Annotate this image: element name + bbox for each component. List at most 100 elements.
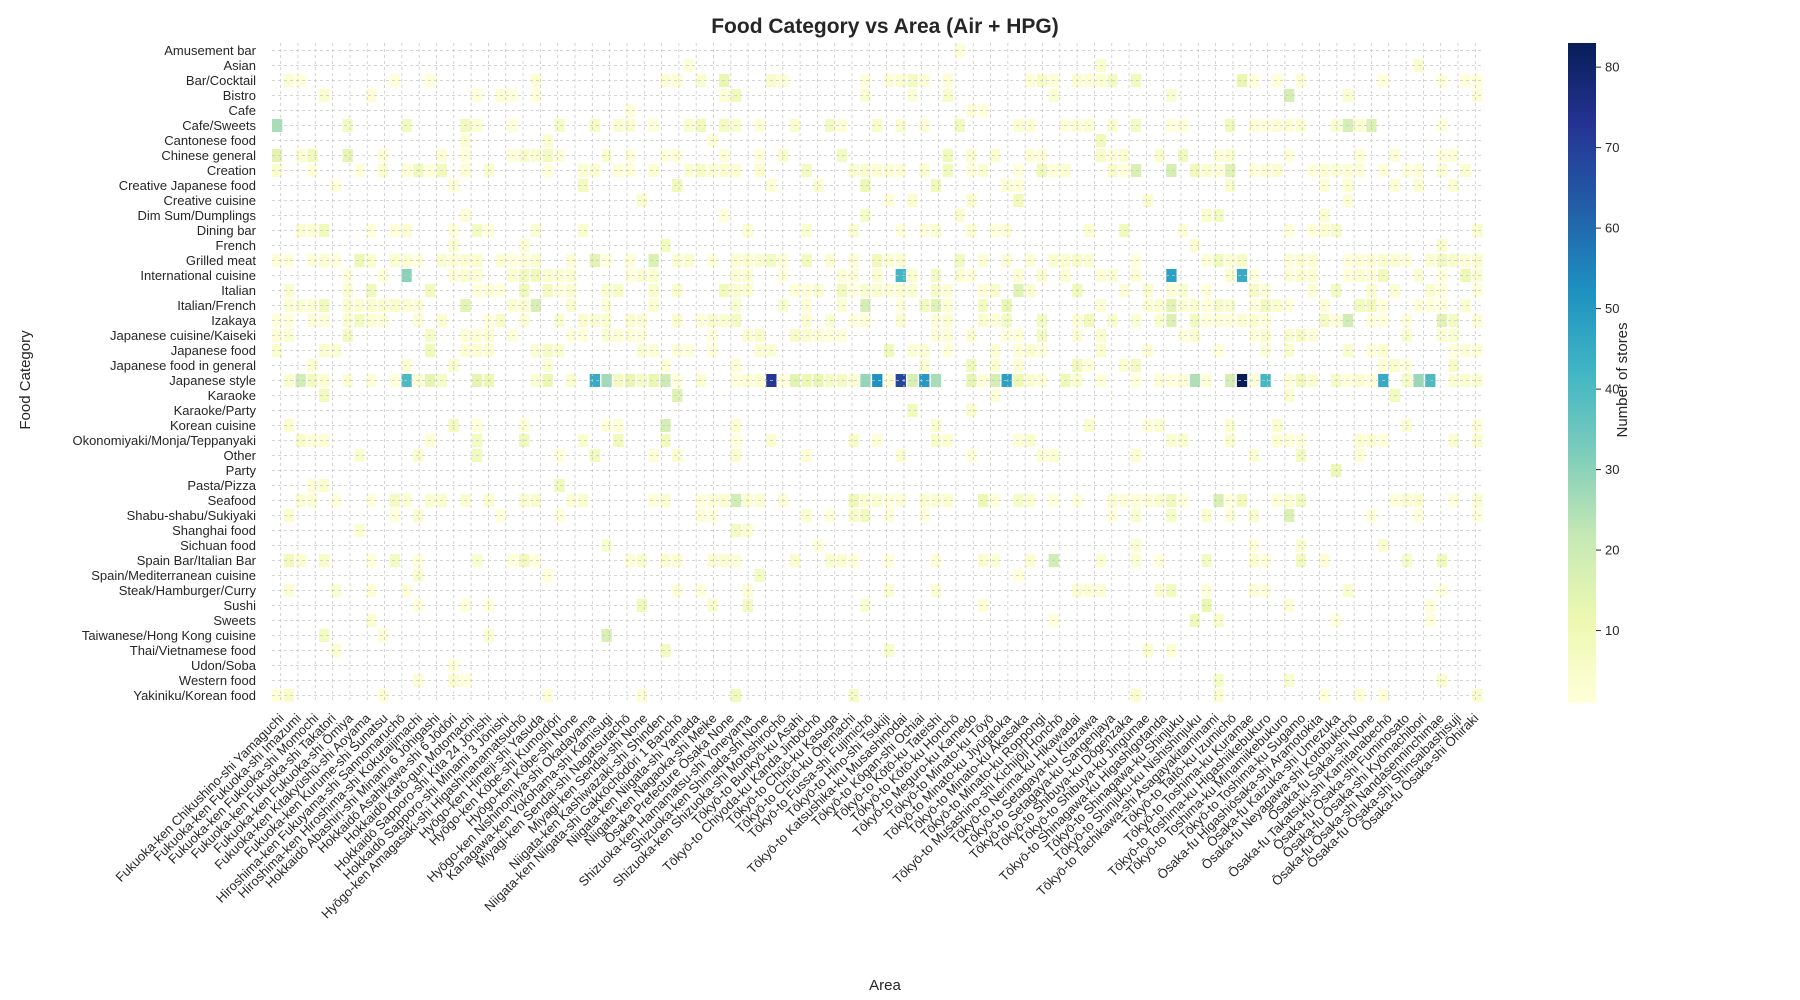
heatmap-cell xyxy=(1260,314,1271,327)
heatmap-cell xyxy=(295,434,306,447)
heatmap-cell xyxy=(601,329,612,342)
heatmap-cell xyxy=(1166,644,1177,657)
heatmap-cell xyxy=(1460,374,1471,387)
heatmap-cell xyxy=(930,224,942,237)
heatmap-cell xyxy=(1178,374,1189,387)
heatmap-cell xyxy=(1166,269,1177,282)
heatmap-cell xyxy=(860,314,871,327)
heatmap-cell xyxy=(836,149,848,162)
heatmap-cell xyxy=(1272,494,1283,507)
heatmap-cell xyxy=(366,254,377,267)
heatmap-cell xyxy=(377,689,389,702)
y-tick-label: Grilled meat xyxy=(186,253,256,268)
heatmap-cell xyxy=(1201,374,1212,387)
heatmap-cell xyxy=(354,254,365,267)
heatmap-cell xyxy=(1248,509,1259,522)
heatmap-cell xyxy=(1472,509,1483,522)
heatmap-cell xyxy=(895,269,906,282)
heatmap-cell xyxy=(319,314,330,327)
y-tick-label: Seafood xyxy=(208,493,256,508)
heatmap-cell xyxy=(1260,554,1271,567)
heatmap-cell xyxy=(836,329,848,342)
heatmap-cell xyxy=(1166,434,1177,447)
heatmap-cell xyxy=(613,434,624,447)
heatmap-cell xyxy=(577,494,589,507)
heatmap-cell xyxy=(1472,74,1483,87)
heatmap-cell xyxy=(872,374,883,387)
heatmap-cell xyxy=(648,119,659,132)
heatmap-cell xyxy=(848,689,859,702)
heatmap-cell xyxy=(836,119,848,132)
heatmap-cell xyxy=(601,374,612,387)
heatmap-cell xyxy=(366,614,377,627)
heatmap-cell xyxy=(554,344,565,357)
heatmap-cell xyxy=(377,299,389,312)
heatmap-cell xyxy=(919,509,930,522)
heatmap-cell xyxy=(283,254,295,267)
heatmap-cell xyxy=(283,284,295,297)
heatmap-cell xyxy=(625,104,636,117)
heatmap-cell xyxy=(883,284,895,297)
heatmap-cell xyxy=(860,89,871,102)
heatmap-cell xyxy=(930,284,942,297)
heatmap-cell xyxy=(907,284,918,297)
heatmap-cell xyxy=(1472,314,1483,327)
heatmap-cell xyxy=(542,689,553,702)
y-tick-labels: Amusement barAsianBar/CocktailBistroCafe… xyxy=(72,43,256,703)
heatmap-cell xyxy=(978,314,989,327)
heatmap-cell xyxy=(542,374,553,387)
heatmap-cell xyxy=(1248,314,1259,327)
heatmap-cell xyxy=(1260,344,1271,357)
heatmap-cell xyxy=(648,284,659,297)
heatmap-cell xyxy=(872,119,883,132)
y-tick-label: Cantonese food xyxy=(164,133,256,148)
heatmap-cell xyxy=(978,299,989,312)
heatmap-cell xyxy=(319,344,330,357)
heatmap-cell xyxy=(895,494,906,507)
heatmap-cell xyxy=(1448,149,1459,162)
heatmap-cell xyxy=(1448,434,1459,447)
heatmap-cell xyxy=(283,419,295,432)
heatmap-cell xyxy=(319,389,330,402)
heatmap-cell xyxy=(648,299,659,312)
heatmap-cell xyxy=(307,479,318,492)
heatmap-cell xyxy=(672,149,683,162)
heatmap-cell xyxy=(566,329,577,342)
heatmap-cell xyxy=(342,329,353,342)
colorbar-tick-label: 30 xyxy=(1605,462,1619,477)
y-tick-label: Korean cuisine xyxy=(170,418,256,433)
heatmap-cell xyxy=(1189,329,1201,342)
heatmap-cell xyxy=(319,299,330,312)
heatmap-cell xyxy=(342,284,353,297)
heatmap-cell xyxy=(636,554,648,567)
heatmap-cell xyxy=(319,374,330,387)
y-tick-label: Shabu-shabu/Sukiyaki xyxy=(127,508,256,523)
heatmap-cell xyxy=(954,44,965,57)
heatmap-cell xyxy=(1166,494,1177,507)
heatmap-cell xyxy=(660,374,671,387)
heatmap-cell xyxy=(1283,119,1295,132)
heatmap-cell xyxy=(542,359,553,372)
heatmap-cell xyxy=(625,119,636,132)
heatmap-cell xyxy=(1448,494,1459,507)
heatmap-cell xyxy=(1472,254,1483,267)
heatmap-cell xyxy=(1201,509,1212,522)
heatmap-cell xyxy=(1248,164,1259,177)
heatmap-cell xyxy=(1283,374,1295,387)
heatmap-cell xyxy=(1283,434,1295,447)
heatmap-cell xyxy=(1460,74,1471,87)
heatmap-cell xyxy=(366,224,377,237)
heatmap-cell xyxy=(1460,344,1471,357)
heatmap-cell xyxy=(1472,284,1483,297)
heatmap-cell xyxy=(1283,149,1295,162)
heatmap-cell xyxy=(307,149,318,162)
heatmap-cell xyxy=(1236,74,1248,87)
heatmap-cell xyxy=(554,509,565,522)
heatmap-cell xyxy=(1272,434,1283,447)
heatmap-cell xyxy=(848,374,859,387)
heatmap-cell xyxy=(1283,599,1295,612)
heatmap-cell xyxy=(1213,344,1224,357)
y-tick-label: Taiwanese/Hong Kong cuisine xyxy=(82,628,256,643)
heatmap-cell xyxy=(942,284,953,297)
